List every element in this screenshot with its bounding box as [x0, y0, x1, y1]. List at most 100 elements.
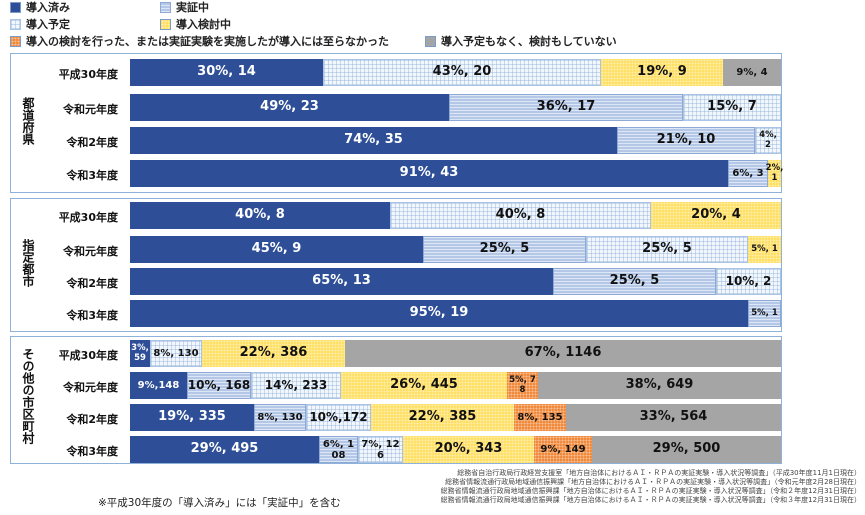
data-label: 20%, 343	[434, 441, 503, 457]
data-label: 26%, 445	[390, 377, 458, 393]
group-label: 指定都市	[21, 239, 35, 287]
data-label: 4%, 2	[759, 130, 777, 150]
data-label: 14%, 233	[264, 377, 328, 392]
legend-item-1: 実証中	[160, 0, 209, 14]
legend-swatch	[160, 1, 171, 13]
bar-segment: 6%, 108	[319, 436, 358, 463]
legend-label: 導入の検討を行った、または実証実験を実施したが導入には至らなかった	[26, 35, 389, 48]
data-label: 25%, 5	[642, 241, 692, 257]
bar-segment: 43%, 20	[323, 59, 601, 86]
bar-segment: 21%, 10	[617, 127, 755, 154]
data-label: 8%, 135	[517, 412, 563, 423]
source-line: 総務省情報流通行政局地域通信振興課「地方自治体におけるＡＩ・ＲＰＡの実証実験・導…	[440, 487, 861, 495]
bar-segment: 10%, 2	[716, 268, 781, 295]
data-label: 8%, 130	[153, 348, 199, 359]
data-label: 5%, 1	[751, 307, 778, 318]
legend-swatch	[10, 1, 21, 13]
legend-label: 導入検討中	[176, 18, 231, 31]
data-label: 5%, 1	[751, 243, 778, 254]
data-label: 40%, 8	[235, 207, 285, 223]
bar-segment: 95%, 19	[130, 300, 748, 327]
row-label: 令和2年度	[66, 136, 118, 149]
row-label: 令和3年度	[66, 309, 118, 322]
data-label: 20%, 4	[691, 207, 741, 223]
bar-segment: 49%, 23	[130, 94, 449, 121]
data-label: 10%, 168	[187, 377, 251, 392]
data-label: 6%, 108	[322, 438, 355, 461]
data-label: 49%, 23	[260, 99, 319, 115]
bar-segment: 30%, 14	[130, 59, 323, 86]
data-label: 45%, 9	[251, 241, 302, 257]
bar-segment: 22%, 385	[371, 404, 514, 431]
data-label: 40%, 8	[495, 207, 546, 223]
bar-segment: 10%, 168	[187, 372, 251, 399]
bar-segment: 2%, 1	[765, 160, 784, 187]
bar-segment: 67%, 1146	[345, 340, 781, 367]
bar-segment: 40%, 8	[390, 202, 651, 229]
data-label: 10%, 2	[725, 273, 772, 288]
data-label: 6%, 3	[732, 168, 764, 179]
row-label: 令和元年度	[63, 245, 118, 258]
data-label: 10%,172	[309, 409, 368, 424]
chart-legend: 導入済み 実証中 導入予定 導入検討中 導入の検討を行った、または実証実験を実施したが導…	[10, 0, 650, 54]
legend-label: 導入予定もなく、検討もしていない	[441, 35, 617, 48]
bar-segment: 9%, 149	[534, 436, 592, 463]
bar-segment: 25%, 5	[586, 236, 748, 263]
bar-segment: 65%, 13	[130, 268, 553, 295]
row-label: 令和3年度	[66, 445, 118, 458]
data-label: 29%, 495	[190, 441, 259, 457]
data-label: 30%, 14	[197, 64, 256, 80]
bar-segment: 20%, 4	[651, 202, 781, 229]
data-label: 9%, 149	[540, 444, 586, 455]
data-label: 65%, 13	[312, 273, 371, 289]
legend-item-2: 導入予定	[10, 17, 70, 31]
bar-segment: 15%, 7	[683, 94, 781, 121]
bar-segment: 74%, 35	[130, 127, 617, 154]
group-label: その他の市区町村	[21, 348, 35, 444]
bar-segment: 8%, 135	[514, 404, 566, 431]
legend-swatch	[10, 18, 21, 30]
legend-item-5: 導入予定もなく、検討もしていない	[425, 34, 617, 48]
source-line: 総務省情報流通行政局地域通信振興課「地方自治体におけるＡＩ・ＲＰＡの実証実験・導…	[445, 478, 861, 486]
data-label: 19%, 335	[158, 409, 226, 425]
data-label: 74%, 35	[344, 132, 403, 148]
bar-segment: 19%, 9	[601, 59, 723, 86]
data-label: 7%, 126	[361, 438, 400, 461]
data-label: 3%, 59	[131, 343, 149, 363]
data-label: 15%, 7	[707, 99, 757, 115]
bar-segment: 5%, 78	[507, 372, 538, 399]
source-line: 総務省情報流通行政局地域通信振興課「地方自治体におけるＡＩ・ＲＰＡの実証実験・導…	[440, 496, 861, 504]
legend-item-3: 導入検討中	[160, 17, 231, 31]
data-label: 22%, 385	[408, 409, 477, 425]
bar-segment: 7%, 126	[358, 436, 403, 463]
data-label: 2%, 1	[765, 163, 784, 183]
source-notes: 総務省自治行政局行政経営支援室「地方自治体におけるＡＩ・ＲＰＡの実証実験・導入状…	[391, 469, 861, 505]
row-label: 令和元年度	[63, 103, 118, 116]
bar-segment: 6%, 3	[728, 160, 768, 187]
data-label: 43%, 20	[432, 64, 492, 80]
bar-segment: 20%, 343	[403, 436, 534, 463]
row-label: 令和元年度	[63, 381, 118, 394]
bar-segment: 5%, 1	[748, 236, 781, 263]
bar-segment: 45%, 9	[130, 236, 423, 263]
bar-segment: 8%, 130	[150, 340, 202, 367]
row-label: 平成30年度	[58, 211, 118, 224]
bar-segment: 22%, 386	[202, 340, 345, 367]
bar-segment: 25%, 5	[553, 268, 716, 295]
bar-segment: 91%, 43	[130, 160, 728, 187]
data-label: 67%, 1146	[524, 345, 602, 361]
data-label: 91%, 43	[399, 165, 459, 181]
bar-segment: 29%, 495	[130, 436, 319, 463]
row-label: 令和2年度	[66, 277, 118, 290]
bar-segment: 8%, 130	[254, 404, 306, 431]
bar-segment: 14%, 233	[251, 372, 341, 399]
data-label: 33%, 564	[639, 409, 708, 425]
legend-item-4: 導入の検討を行った、または実証実験を実施したが導入には至らなかった	[10, 34, 389, 48]
bar-segment: 10%,172	[306, 404, 371, 431]
bar-segment: 19%, 335	[130, 404, 254, 431]
bar-segment: 40%, 8	[130, 202, 390, 229]
data-label: 9%,148	[137, 380, 180, 391]
row-label: 平成30年度	[58, 349, 118, 362]
bar-segment: 4%, 2	[755, 127, 781, 154]
